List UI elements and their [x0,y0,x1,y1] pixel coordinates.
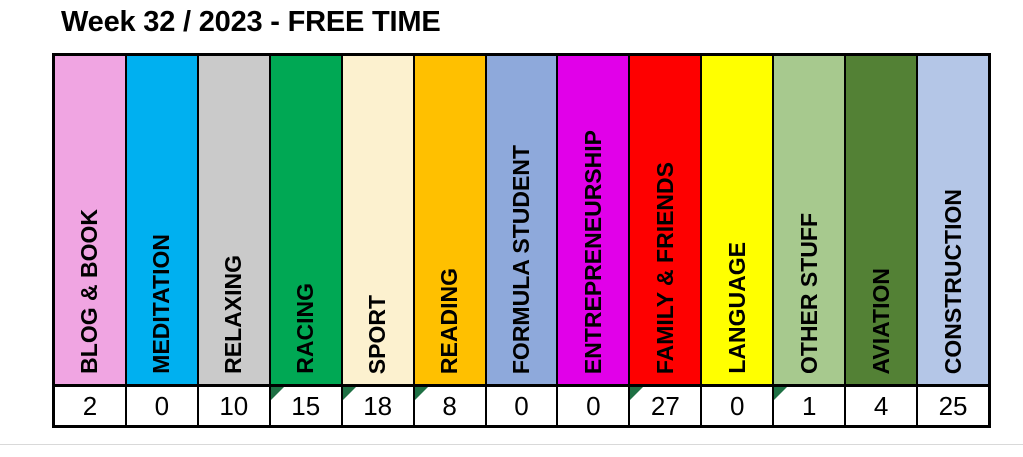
value-cell-relaxing[interactable]: 10 [198,387,269,425]
value-cell-entrepreneurship[interactable]: 0 [558,387,629,425]
category-cell-construction[interactable]: CONSTRUCTION [918,56,988,384]
value-cell-formula-student[interactable]: 0 [486,387,557,425]
category-cell-family-friends[interactable]: FAMILY & FRIENDS [630,56,701,384]
value-text: 0 [730,391,745,421]
category-cell-formula-student[interactable]: FORMULA STUDENT [486,56,557,384]
category-cell-reading[interactable]: READING [414,56,485,384]
category-cell-meditation[interactable]: MEDITATION [126,56,197,384]
value-text: 4 [873,391,889,421]
value-text: 18 [363,391,393,421]
value-cell-language[interactable]: 0 [702,387,773,425]
note-marker-icon [630,387,644,400]
category-label: OTHER STUFF [795,213,822,374]
category-label: FORMULA STUDENT [507,144,534,374]
value-text: 0 [586,391,601,421]
value-cell-racing[interactable]: 15 [270,387,341,425]
category-label: RACING [292,283,319,374]
category-cell-language[interactable]: LANGUAGE [702,56,773,384]
category-label: CONSTRUCTION [939,188,966,374]
category-cell-aviation[interactable]: AVIATION [846,56,917,384]
note-marker-icon [270,387,284,400]
category-label: SPORT [364,294,391,374]
note-marker-icon [774,387,788,400]
category-label: READING [436,267,463,374]
value-cell-construction[interactable]: 25 [918,387,988,425]
category-label: LANGUAGE [723,242,750,374]
value-text: 15 [291,391,321,421]
value-cell-reading[interactable]: 8 [414,387,485,425]
note-marker-icon [342,387,356,400]
category-cell-other-stuff[interactable]: OTHER STUFF [774,56,845,384]
value-cell-family-friends[interactable]: 27 [630,387,701,425]
category-label: ENTREPRENEURSHIP [579,129,606,374]
value-text: 2 [82,391,98,421]
value-text: 0 [154,391,170,421]
value-cell-blog-book[interactable]: 2 [55,387,125,425]
value-cell-meditation[interactable]: 0 [126,387,197,425]
value-cell-other-stuff[interactable]: 1 [774,387,845,425]
page-title: Week 32 / 2023 - FREE TIME [61,6,441,38]
category-label: MEDITATION [148,234,175,374]
category-cell-racing[interactable]: RACING [270,56,341,384]
category-label: FAMILY & FRIENDS [651,161,678,374]
value-text: 10 [219,391,249,421]
value-text: 1 [801,391,817,421]
value-text: 25 [938,391,968,421]
note-marker-icon [414,387,428,400]
value-text: 8 [442,391,457,421]
category-cell-entrepreneurship[interactable]: ENTREPRENEURSHIP [558,56,629,384]
category-cell-blog-book[interactable]: BLOG & BOOK [55,56,125,384]
value-text: 0 [514,391,529,421]
category-cell-sport[interactable]: SPORT [342,56,413,384]
value-text: 27 [650,391,680,421]
category-label: BLOG & BOOK [76,209,103,374]
value-cell-aviation[interactable]: 4 [846,387,917,425]
category-cell-relaxing[interactable]: RELAXING [198,56,269,384]
category-label: AVIATION [867,267,894,374]
category-label: RELAXING [220,255,247,374]
sheet-gridline [0,444,1023,445]
value-cell-sport[interactable]: 18 [342,387,413,425]
free-time-table: BLOG & BOOK 2 MEDITATION 0 RELAXING 10 R… [52,53,991,428]
